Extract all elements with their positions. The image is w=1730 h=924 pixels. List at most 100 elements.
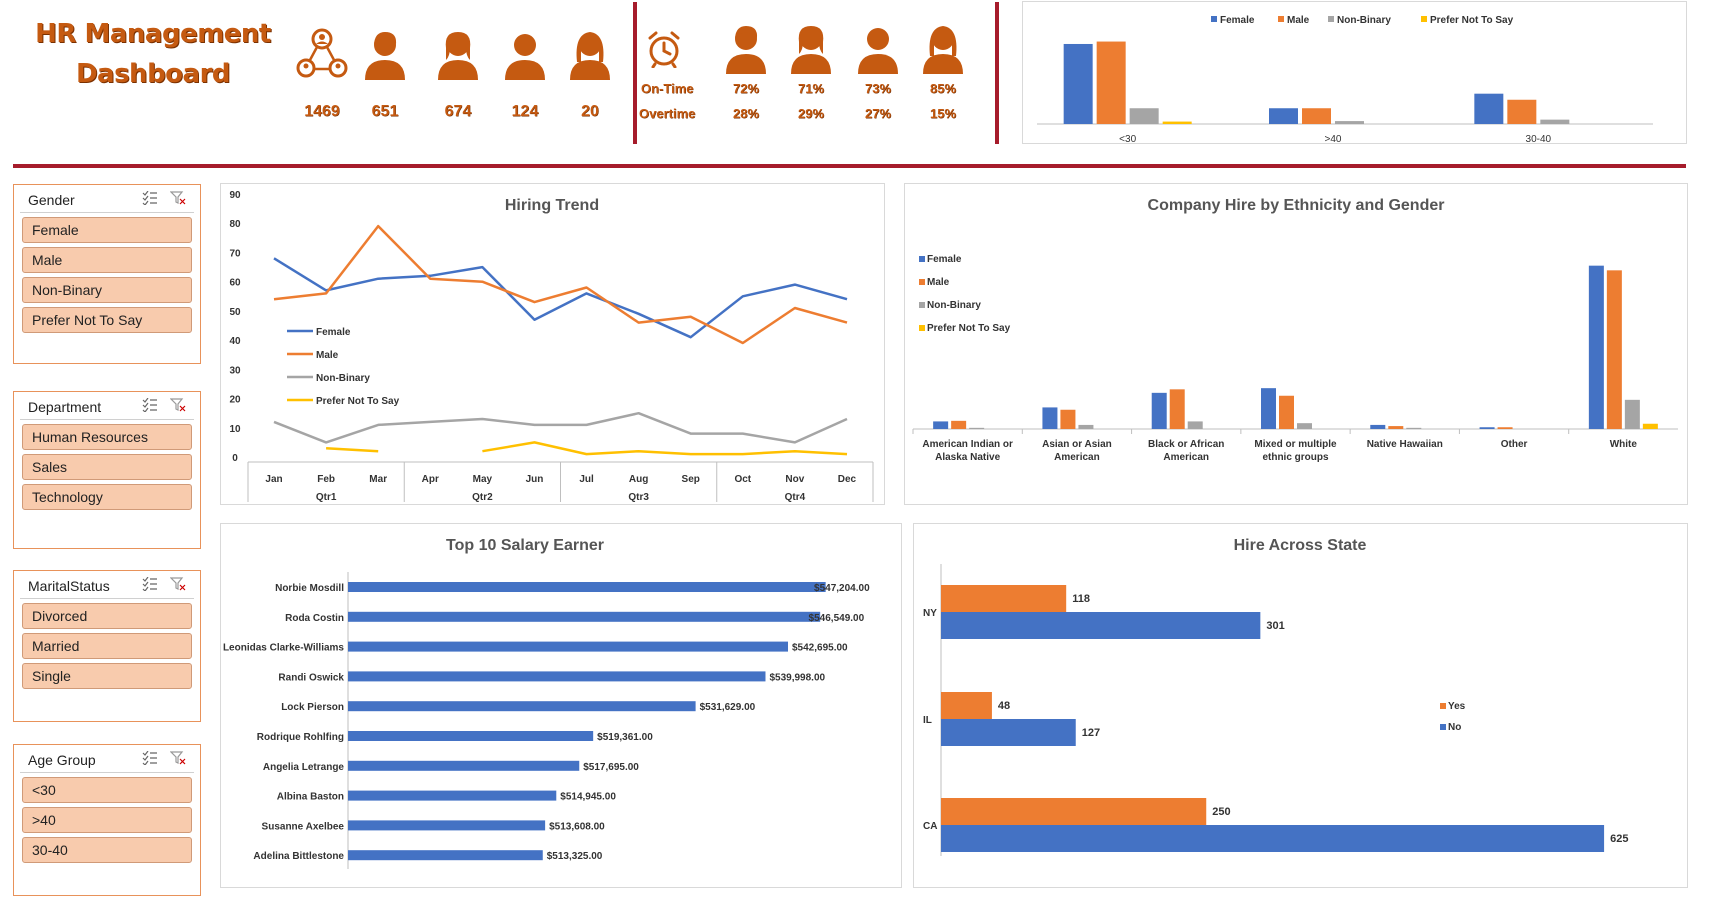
- legend-label: Prefer Not To Say: [927, 323, 1011, 334]
- legend-label: Female: [927, 254, 962, 265]
- bar: [348, 850, 543, 861]
- bar: [1497, 427, 1513, 429]
- bar: [1279, 395, 1294, 429]
- bar: [951, 420, 967, 429]
- data-label: 625: [1610, 833, 1628, 845]
- legend-label: Non-Binary: [1337, 15, 1391, 26]
- ontime-rate: 71%: [797, 81, 825, 96]
- slicer-item[interactable]: Male: [22, 247, 192, 273]
- ethnicity-gender-chart-svg: Company Hire by Ethnicity and Gender Fema…: [912, 197, 1678, 463]
- legend-label: Male: [1287, 15, 1310, 26]
- hiring-trend-chart: Hiring Trend 0 10 20 30 40 50 60 70 80 90 Jan Feb Mar…: [220, 183, 885, 505]
- data-label: $542,695.00: [792, 643, 848, 654]
- clear-filter-icon[interactable]: [169, 191, 186, 208]
- data-label: 301: [1266, 620, 1284, 632]
- legend-swatch: [1440, 703, 1446, 709]
- hire-state-chart-svg: Hire Across State 118 301 NY 48 127 IL 250 625 CA…: [923, 537, 1628, 856]
- x-tick-label: Asian or Asian American: [1042, 439, 1112, 463]
- clear-filter-icon[interactable]: [169, 577, 186, 594]
- slicer-item[interactable]: Female: [22, 217, 192, 243]
- clear-filter-icon[interactable]: [169, 398, 186, 415]
- ontime-rate: 73%: [864, 81, 892, 96]
- bar: [941, 719, 1076, 746]
- legend-label: Non-Binary: [927, 300, 981, 311]
- y-tick-label: 80: [229, 219, 241, 230]
- chart-title: Top 10 Salary Earner: [446, 537, 604, 554]
- bar: [1335, 121, 1364, 124]
- multi-select-icon[interactable]: [142, 576, 158, 594]
- x-tick-label: Nov: [785, 474, 804, 485]
- bar: [348, 731, 594, 741]
- x-tick-label: Mar: [369, 474, 387, 485]
- slicer-item[interactable]: Prefer Not To Say: [22, 307, 192, 333]
- slicer-item[interactable]: Technology: [22, 484, 192, 510]
- slicer-item[interactable]: Sales: [22, 454, 192, 480]
- y-tick-label: Roda Costin: [285, 613, 344, 624]
- legend-swatch: [919, 279, 925, 285]
- x-tick-label: Aug: [629, 474, 648, 485]
- bar: [1162, 121, 1192, 124]
- top-salary-chart-svg: Top 10 Salary Earner Norbie Mosdill $547,2…: [223, 537, 870, 869]
- multi-select-icon[interactable]: [142, 750, 158, 768]
- x-tick-label-line: Mixed or multiple: [1254, 439, 1337, 450]
- bar: [1129, 108, 1159, 124]
- slicer-header: Department: [20, 392, 194, 420]
- multi-select-icon[interactable]: [142, 397, 158, 415]
- slicer-item[interactable]: Human Resources: [22, 424, 192, 450]
- clear-filter-icon[interactable]: [169, 751, 186, 768]
- data-label: 118: [1072, 593, 1090, 605]
- bar: [1479, 427, 1495, 429]
- slicer-item[interactable]: >40: [22, 807, 192, 833]
- bar: [348, 671, 766, 682]
- bar: [941, 612, 1261, 639]
- slicer-item[interactable]: Single: [22, 663, 192, 689]
- data-label: $513,608.00: [549, 821, 605, 832]
- multi-select-icon[interactable]: [142, 190, 158, 208]
- bar: [1060, 409, 1076, 429]
- legend-swatch: [1278, 16, 1284, 22]
- slicer-title: Gender: [28, 191, 75, 208]
- bar: [348, 820, 546, 831]
- legend-swatch: [919, 256, 925, 262]
- bar: [1406, 427, 1422, 429]
- series-line: [273, 257, 848, 339]
- x-tick-label-line: American: [1163, 452, 1209, 463]
- kpi-value: 1469: [304, 103, 340, 120]
- slicer-header: MaritalStatus: [20, 571, 194, 599]
- slicer-gender: Gender Female Male Non-Binary Prefer Not To …: [13, 184, 201, 364]
- bar: [348, 641, 789, 652]
- bar: [941, 825, 1605, 852]
- header-divider: [633, 2, 637, 144]
- hiring-trend-chart-svg: Hiring Trend 0 10 20 30 40 50 60 70 80 90 Jan Feb Mar…: [229, 190, 874, 503]
- bar: [1540, 119, 1570, 124]
- bar: [1588, 265, 1604, 429]
- bar: [348, 611, 821, 622]
- y-tick-label: Angelia Letrange: [263, 762, 345, 773]
- slicer-title: MaritalStatus: [28, 577, 110, 594]
- legend-swatch: [919, 302, 925, 308]
- legend-label: Non-Binary: [316, 373, 370, 384]
- x-tick-label: Feb: [317, 474, 335, 485]
- chart-title: Company Hire by Ethnicity and Gender: [1148, 197, 1445, 214]
- x-tick-label-line: Black or African: [1148, 439, 1224, 450]
- y-tick-label: 0: [232, 453, 238, 464]
- slicer-item[interactable]: Divorced: [22, 603, 192, 629]
- slicer-item[interactable]: Non-Binary: [22, 277, 192, 303]
- legend-label: Male: [927, 277, 950, 288]
- bar: [348, 582, 826, 592]
- slicer-item[interactable]: Married: [22, 633, 192, 659]
- y-tick-label: IL: [923, 715, 932, 726]
- x-tick-label: American Indian or Alaska Native: [922, 439, 1013, 463]
- bar: [1507, 99, 1537, 124]
- x-tick-label: Dec: [838, 474, 857, 485]
- slicer-tools: [142, 397, 186, 415]
- x-tick-label: Black or African American: [1148, 439, 1224, 463]
- data-label: $514,945.00: [560, 792, 616, 803]
- y-tick-label: 70: [229, 248, 241, 259]
- female-person-icon: [430, 26, 486, 82]
- slicer-item[interactable]: 30-40: [22, 837, 192, 863]
- bar: [1388, 426, 1404, 429]
- data-label: $513,325.00: [547, 851, 603, 862]
- slicer-item[interactable]: <30: [22, 777, 192, 803]
- ontime-rate: 72%: [732, 81, 760, 96]
